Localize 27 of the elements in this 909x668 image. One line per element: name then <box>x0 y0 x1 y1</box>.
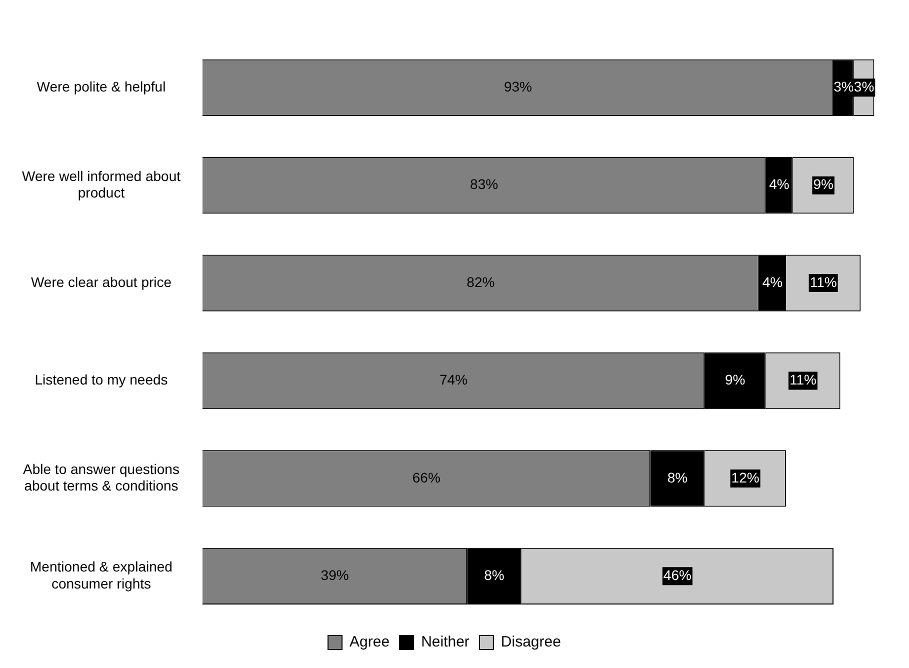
y-tick-label: Were polite & helpful <box>36 78 166 95</box>
data-label: 39% <box>320 567 349 584</box>
y-tick-label: Were well informed about product <box>22 168 181 201</box>
y-tick-label: Listened to my needs <box>34 372 168 388</box>
data-label: 11% <box>789 372 816 388</box>
data-label: 4% <box>769 176 790 192</box>
data-label: 3% <box>854 78 874 95</box>
data-label: 9% <box>813 176 834 192</box>
legend-label: Agree <box>350 634 390 651</box>
data-label: 8% <box>484 567 504 584</box>
data-label: 83% <box>470 176 498 192</box>
data-label: 11% <box>810 274 837 290</box>
data-label: 12% <box>731 469 760 486</box>
data-label: 8% <box>667 469 688 486</box>
data-label: 3% <box>834 78 854 95</box>
legend-label: Disagree <box>500 634 561 651</box>
data-label: 4% <box>762 274 783 290</box>
data-label: 93% <box>504 78 532 95</box>
y-tick-label: Able to answer questions about terms & conditions <box>23 460 180 494</box>
data-label: 9% <box>725 372 746 388</box>
data-label: 74% <box>440 372 468 388</box>
legend-label: Neither <box>421 634 470 651</box>
data-label: 46% <box>663 567 692 584</box>
y-tick-label: Were clear about price <box>30 274 172 290</box>
y-tick-label: Mentioned & explained consumer rights <box>30 558 172 592</box>
data-label: 82% <box>466 274 495 290</box>
data-label: 66% <box>412 469 440 486</box>
